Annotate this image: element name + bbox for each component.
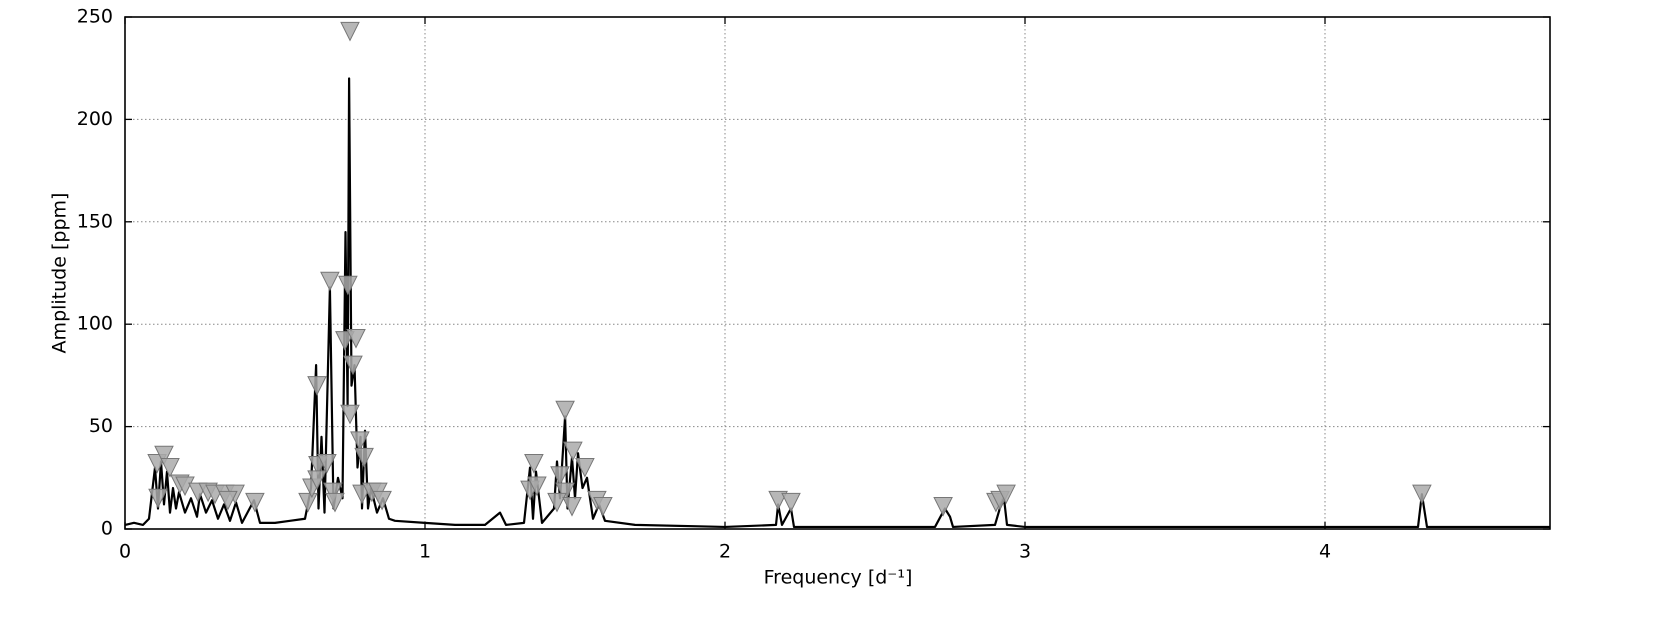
x-tick-label: 4 [1319, 541, 1331, 563]
peak-marker [218, 490, 238, 511]
peak-marker [562, 496, 582, 517]
x-tick-label: 2 [719, 541, 731, 563]
y-tick-label: 250 [77, 6, 113, 28]
peak-marker [317, 453, 337, 474]
peak-marker [555, 400, 575, 421]
peak-marker [307, 470, 327, 490]
x-tick-label: 0 [119, 541, 131, 563]
peak-marker [340, 404, 360, 425]
peak-marker [298, 492, 318, 513]
peak-marker [527, 476, 547, 497]
peak-marker [154, 445, 174, 466]
peak-marker [245, 492, 265, 513]
peak-marker [175, 476, 195, 497]
peak-marker [1412, 484, 1432, 505]
y-axis-label: Amplitude [ppm] [49, 193, 71, 354]
peak-marker [933, 496, 953, 517]
peak-marker [781, 492, 801, 513]
peak-marker [555, 482, 575, 503]
peak-marker [547, 492, 567, 513]
peak-marker [996, 484, 1016, 505]
spectrum-line [124, 77, 1550, 529]
x-axis-label: Frequency [d⁻¹] [764, 567, 913, 589]
peak-marker [340, 21, 360, 42]
y-tick-label: 100 [77, 313, 113, 335]
peak-marker [768, 490, 788, 511]
peak-marker [323, 482, 343, 503]
peak-marker [343, 355, 363, 376]
x-tick-label: 3 [1019, 541, 1031, 563]
peak-marker [563, 441, 583, 462]
peak-marker [524, 453, 544, 474]
peak-marker [350, 431, 370, 452]
y-tick-label: 0 [101, 518, 113, 540]
peak-marker [338, 275, 358, 296]
peak-marker [372, 490, 392, 511]
peak-marker [160, 458, 180, 478]
y-tick-label: 200 [77, 108, 113, 130]
y-tick-label: 150 [77, 210, 113, 232]
plot-frame [124, 16, 1551, 530]
peak-marker [346, 329, 366, 349]
peak-marker [550, 466, 570, 486]
peak-marker [148, 488, 168, 509]
peak-marker [335, 331, 355, 351]
peak-marker [593, 496, 613, 517]
peak-marker [325, 492, 345, 513]
peak-marker [307, 376, 327, 396]
peak-marker [575, 458, 595, 478]
x-tick-label: 1 [419, 541, 431, 563]
peak-marker [354, 447, 374, 468]
y-tick-label: 50 [89, 415, 113, 437]
peak-marker [320, 271, 340, 292]
